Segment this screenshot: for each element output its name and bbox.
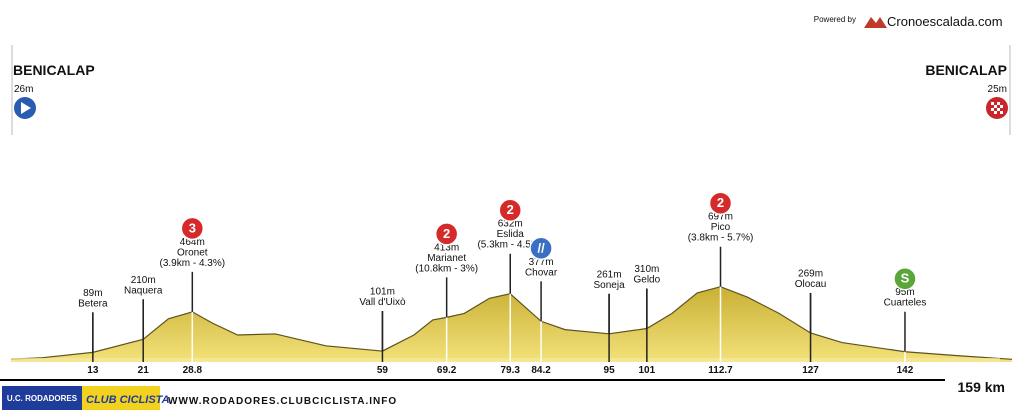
km-label: 142 [897, 365, 914, 376]
badge [180, 216, 205, 241]
climb-detail: (5.3km - 4.5%) [477, 240, 543, 251]
km-label: 13 [87, 365, 99, 376]
brand: Cronoescalada.com [887, 14, 1003, 29]
point-name: Marianet [427, 253, 466, 264]
start-arrow [21, 102, 31, 114]
point-name: Chovar [525, 267, 558, 278]
club-logo-1 [2, 386, 82, 410]
point-name: Naquera [124, 285, 163, 296]
badge [529, 236, 553, 261]
flag-square [994, 105, 997, 108]
km-label: 59 [377, 365, 389, 376]
badge [434, 222, 459, 246]
badge-label: 2 [507, 202, 514, 217]
km-label: 79.3 [501, 365, 521, 376]
profile-base [11, 286, 1012, 362]
point-name: Cuarteles [884, 298, 927, 309]
club-url: WWW.RODADORES.CLUBCICLISTA.INFO [168, 396, 397, 407]
point-elevation: 89m [83, 288, 102, 299]
start-elevation: 26m [14, 84, 33, 95]
badge [498, 198, 522, 222]
badge [893, 266, 917, 291]
point-elevation: 697m [708, 212, 733, 223]
point-name: Geldo [634, 275, 661, 286]
finish-name: BENICALAP [925, 62, 1007, 78]
flag-square [1000, 111, 1003, 114]
badge-label: // [537, 240, 545, 255]
climb-detail: (3.9km - 4.3%) [160, 258, 226, 269]
point-name: Vall d'Uixò [359, 297, 406, 308]
km-label: 28.8 [183, 365, 203, 376]
flag-square [994, 111, 997, 114]
km-label: 84.2 [531, 365, 551, 376]
start-name: BENICALAP [13, 62, 95, 78]
point-elevation: 413m [434, 242, 459, 253]
flag-square [997, 102, 1000, 105]
climb-detail: (10.8km - 3%) [415, 263, 478, 274]
point-name: Oronet [177, 247, 208, 258]
km-label: 69.2 [437, 365, 457, 376]
km-label: 101 [639, 365, 656, 376]
finish-elevation: 25m [988, 84, 1007, 95]
km-label: 95 [604, 365, 616, 376]
point-elevation: 210m [131, 275, 156, 286]
point-elevation: 632m [498, 219, 523, 230]
km-label: 21 [138, 365, 150, 376]
flag-square [997, 108, 1000, 111]
km-label: 127 [802, 365, 819, 376]
point-name: Betera [78, 298, 108, 309]
badge [708, 191, 733, 215]
badge-label: 2 [717, 195, 724, 210]
point-elevation: 377m [529, 257, 554, 268]
powered-by: Powered by [814, 15, 856, 24]
point-name: Pico [711, 222, 731, 233]
point-name: Olocau [795, 279, 827, 290]
km-label: 112.7 [708, 365, 733, 376]
climb-detail: (3.8km - 5.7%) [688, 233, 754, 244]
flag-square [991, 102, 994, 105]
club-name-2: CLUB CICLISTA [86, 394, 170, 406]
brand-logo [864, 17, 887, 28]
finish-flag [991, 102, 1003, 114]
flag-square [991, 108, 994, 111]
badge-label: 3 [189, 220, 196, 235]
club-logo-2 [82, 386, 160, 410]
point-elevation: 101m [370, 287, 395, 298]
point-elevation: 95m [895, 287, 914, 298]
point-elevation: 269m [798, 268, 823, 279]
point-elevation: 310m [634, 264, 659, 275]
point-name: Soneja [594, 280, 626, 291]
badge-label: S [901, 271, 910, 286]
flag-square [1000, 105, 1003, 108]
base-band [11, 358, 1000, 362]
badge-label: 2 [443, 226, 450, 241]
total-distance: 159 km [958, 379, 1005, 395]
club-name-1: U.C. RODADORES [7, 394, 78, 403]
point-elevation: 464m [180, 237, 205, 248]
point-elevation: 261m [597, 269, 622, 280]
point-name: Eslida [497, 229, 525, 240]
